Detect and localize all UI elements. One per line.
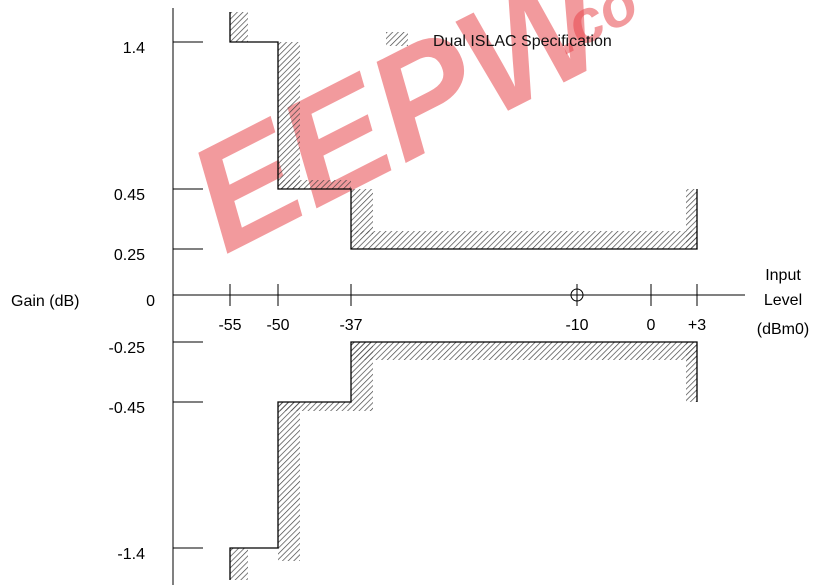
lower-band-4 [351, 342, 697, 360]
lower-band-1 [278, 402, 300, 561]
x-tick-label: -50 [266, 317, 289, 334]
upper-band-0 [230, 12, 248, 42]
legend: Dual ISLAC Specification [386, 32, 612, 50]
y-tick-label: -1.4 [117, 546, 145, 563]
axes [172, 8, 745, 585]
upper-limit-line [229, 12, 698, 250]
legend-swatch [386, 32, 408, 46]
y-tick-label: 1.4 [123, 40, 145, 57]
limit-lines [229, 12, 698, 580]
upper-band-4 [351, 231, 697, 249]
lower-band-5 [686, 342, 697, 402]
y-tick-label: -0.45 [109, 400, 146, 417]
upper-band-1 [278, 42, 300, 189]
x-axis-title-line-3: (dBm0) [757, 321, 809, 338]
reference-point [570, 285, 584, 305]
x-tick-label: +3 [688, 317, 706, 334]
upper-band-5 [686, 189, 697, 249]
lower-band-0 [230, 548, 248, 580]
x-axis-title-line-2: Level [764, 292, 802, 309]
legend-label: Dual ISLAC Specification [433, 33, 612, 50]
x-tick-label: 0 [647, 317, 656, 334]
x-tick-label: -37 [339, 317, 362, 334]
y-tick-label: 0.25 [114, 247, 145, 264]
lower-limit-line [229, 341, 698, 580]
upper-band-3 [351, 189, 373, 234]
y-tick-label: 0.45 [114, 187, 145, 204]
tick-labels: 1.4 0.45 0.25 0 -0.25 -0.45 -1.4 -55 -50 -37 -10 0 +… [109, 40, 707, 563]
lower-band-2 [278, 402, 351, 411]
x-axis-title-line-1: Input [765, 267, 801, 284]
y-axis-title: Gain (dB) [11, 293, 79, 310]
y-tick-label: -0.25 [109, 340, 146, 357]
ticks [173, 41, 698, 549]
upper-band-2 [278, 180, 351, 189]
y-tick-label: 0 [146, 293, 155, 310]
x-tick-label: -10 [565, 317, 588, 334]
limit-hatching [230, 12, 697, 580]
x-tick-label: -55 [218, 317, 241, 334]
